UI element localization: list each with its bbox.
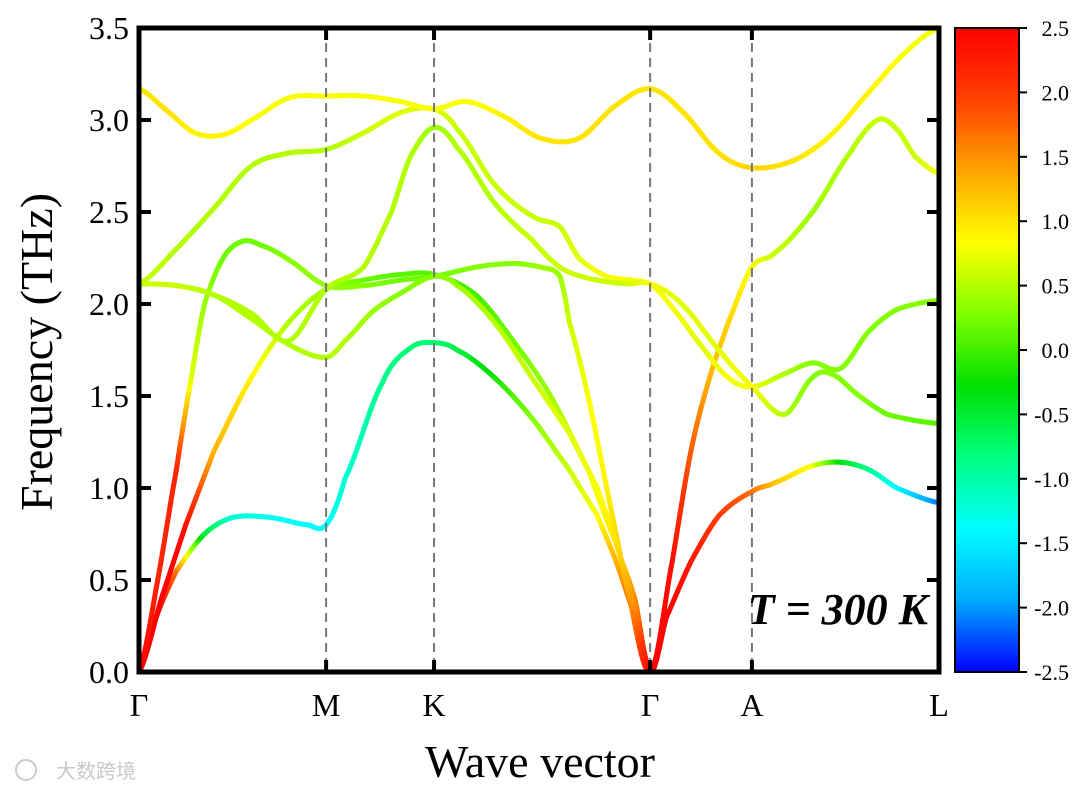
colorbar: [954, 27, 1020, 673]
colorbar-tick-label: 1.5: [1042, 145, 1070, 170]
x-tick-label: M: [312, 687, 340, 723]
colorbar-tick-label: 2.0: [1042, 80, 1070, 105]
x-tick-label: Γ: [130, 687, 149, 723]
colorbar-tick-label: 1.0: [1042, 209, 1070, 234]
x-tick-label: Γ: [641, 687, 660, 723]
y-tick-label: 3.5: [89, 10, 129, 46]
y-tick-label: 2.5: [89, 194, 129, 230]
watermark-text: 大数跨境: [56, 759, 136, 783]
colorbar-tick-label: -1.0: [1034, 467, 1069, 492]
colorbar-tick-label: -2.5: [1034, 660, 1069, 685]
colorbar-axis: 2.5 2.0 1.5 1.0 0.5 0.0 -0.5 -1.0 -1.5 -2.0 -2.5: [1019, 16, 1069, 685]
y-tick-label: 1.5: [89, 378, 129, 414]
x-tick-label: K: [422, 687, 445, 723]
temperature-annotation: T = 300 K: [748, 585, 931, 634]
x-tick-label: A: [740, 687, 763, 723]
watermark: 大数跨境: [15, 759, 136, 783]
plot-frame: [136, 25, 942, 675]
colorbar-tick-label: -1.5: [1034, 531, 1069, 556]
y-tick-label: 1.0: [89, 470, 129, 506]
y-tick-label: 2.0: [89, 286, 129, 322]
band-6: [136, 124, 942, 427]
y-axis-title: Frequency (THz): [11, 193, 62, 511]
band-7: [136, 25, 942, 171]
colorbar-tick-label: 0.0: [1042, 338, 1070, 363]
colorbar-tick-label: -2.0: [1034, 596, 1069, 621]
band-1: [136, 339, 653, 675]
colorbar-tick-label: 2.5: [1042, 16, 1070, 41]
y-tick-label: 0.5: [89, 562, 129, 598]
colorbar-tick-label: -0.5: [1034, 402, 1069, 427]
x-axis-title: Wave vector: [425, 736, 655, 787]
x-tick-label: L: [929, 687, 949, 723]
band-lines: [136, 25, 942, 675]
watermark-logo-icon: [15, 759, 37, 781]
y-tick-label: 3.0: [89, 102, 129, 138]
colorbar-tick-label: 0.5: [1042, 274, 1070, 299]
y-axis: 0.0 0.5 1.0 1.5 2.0 2.5 3.0 3.5: [89, 10, 939, 690]
y-tick-label: 0.0: [89, 654, 129, 690]
high-symmetry-dividers: [325, 28, 753, 672]
